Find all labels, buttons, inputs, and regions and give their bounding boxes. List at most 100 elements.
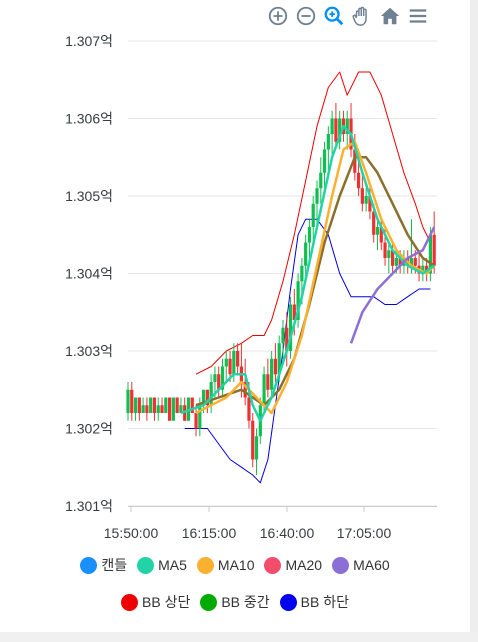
candle-body xyxy=(247,397,251,421)
candle-body xyxy=(190,397,194,413)
candle-body xyxy=(130,389,134,413)
x-tick-label: 16:40:00 xyxy=(260,525,315,541)
candle-body xyxy=(209,382,213,406)
candle-body xyxy=(179,405,183,413)
candle-body xyxy=(311,203,315,227)
candle-body xyxy=(322,149,327,173)
legend-marker-icon xyxy=(196,556,214,574)
ma60-line xyxy=(349,226,436,344)
candle-body xyxy=(254,436,259,460)
bollinger-bands xyxy=(184,71,431,484)
legend-label: 캔들 xyxy=(101,557,128,573)
legend-label: MA5 xyxy=(158,557,187,573)
candle-body xyxy=(273,358,278,375)
grid-lines xyxy=(128,40,437,507)
candle-body xyxy=(194,413,198,429)
candle-body xyxy=(228,358,232,375)
menu-icon[interactable] xyxy=(406,4,430,28)
legend-item[interactable]: BB 하단 xyxy=(279,592,349,612)
legend-row-bottom: BB 상단 BB 중간 BB 하단 xyxy=(0,592,470,612)
candle-body xyxy=(379,227,383,243)
legend-item[interactable]: MA5 xyxy=(137,556,187,574)
candle-body xyxy=(156,405,160,413)
candle-body xyxy=(281,327,285,344)
legend-item[interactable]: MA10 xyxy=(196,556,255,574)
window-edge xyxy=(470,0,478,642)
candle-body xyxy=(345,118,349,134)
candle-body xyxy=(292,304,296,320)
candle-body xyxy=(330,118,334,134)
x-tick-label: 17:05:00 xyxy=(337,525,392,541)
legend-marker-icon xyxy=(200,593,218,611)
candle-body xyxy=(198,405,202,429)
candle-body xyxy=(428,234,432,274)
candle-body xyxy=(432,234,436,266)
legend-label: BB 중간 xyxy=(221,594,270,610)
candle-body xyxy=(319,172,323,189)
candle-body xyxy=(368,196,372,212)
candle-body xyxy=(224,358,228,367)
candle-body xyxy=(145,405,149,413)
bb-mid-line xyxy=(195,155,435,407)
bb-lower-line xyxy=(184,218,431,484)
legend-item[interactable]: MA60 xyxy=(332,556,390,574)
ma5-line xyxy=(180,124,435,422)
x-axis-ticks: 15:50:00 16:15:00 16:40:00 17:05:00 xyxy=(104,506,437,541)
candle-body xyxy=(152,397,157,413)
x-tick-label: 16:15:00 xyxy=(182,525,237,541)
window-bottom-edge xyxy=(0,632,478,642)
legend-marker-icon xyxy=(80,556,98,574)
moving-averages xyxy=(180,124,436,422)
legend-item[interactable]: 캔들 xyxy=(80,555,127,575)
candle-body xyxy=(383,242,387,258)
legend-label: BB 상단 xyxy=(142,594,191,610)
legend-label: MA10 xyxy=(217,557,255,573)
candle-body xyxy=(353,149,357,173)
pan-icon[interactable] xyxy=(350,4,374,28)
ma10-line xyxy=(195,140,436,415)
legend-label: MA60 xyxy=(353,557,390,573)
candle-body xyxy=(205,389,209,406)
selection-zoom-icon[interactable] xyxy=(322,4,346,28)
candle-body xyxy=(160,405,164,413)
candle-body xyxy=(251,420,255,460)
bb-upper-line xyxy=(195,71,431,375)
candle-body xyxy=(266,374,270,390)
candle-body xyxy=(243,382,247,398)
candle-body xyxy=(217,374,221,390)
candles xyxy=(126,103,436,475)
candle-body xyxy=(391,250,395,266)
zoom-in-icon[interactable] xyxy=(266,4,290,28)
candle-body xyxy=(133,397,138,413)
legend-marker-icon xyxy=(137,556,155,574)
candle-body xyxy=(296,281,300,320)
candle-body xyxy=(236,351,240,367)
zoom-out-icon[interactable] xyxy=(294,4,318,28)
candle-body xyxy=(387,250,391,258)
legend-label: MA20 xyxy=(285,557,323,573)
candle-body xyxy=(421,265,425,274)
candle-body xyxy=(356,172,361,189)
y-tick-label: 1.305억 xyxy=(65,188,113,204)
candle-body xyxy=(175,397,179,413)
candle-body xyxy=(334,118,338,142)
candle-body xyxy=(232,351,236,375)
y-tick-label: 1.302억 xyxy=(65,421,113,437)
legend-item[interactable]: BB 상단 xyxy=(121,592,190,612)
candle-body xyxy=(277,343,281,375)
candle-body xyxy=(213,374,217,382)
home-icon[interactable] xyxy=(378,4,402,28)
candle-body xyxy=(300,265,304,282)
candle-body xyxy=(372,211,376,235)
legend-marker-icon xyxy=(121,593,138,611)
candle-body xyxy=(315,188,319,204)
legend-item[interactable]: BB 중간 xyxy=(200,592,270,612)
legend-marker-icon xyxy=(332,556,350,574)
candle-body xyxy=(304,242,308,266)
y-tick-label: 1.304억 xyxy=(65,266,113,282)
y-tick-label: 1.301억 xyxy=(65,498,113,514)
legend-item[interactable]: MA20 xyxy=(264,556,323,574)
legend-label: BB 하단 xyxy=(300,594,349,610)
candle-body xyxy=(394,258,398,266)
y-tick-label: 1.306억 xyxy=(65,111,113,127)
